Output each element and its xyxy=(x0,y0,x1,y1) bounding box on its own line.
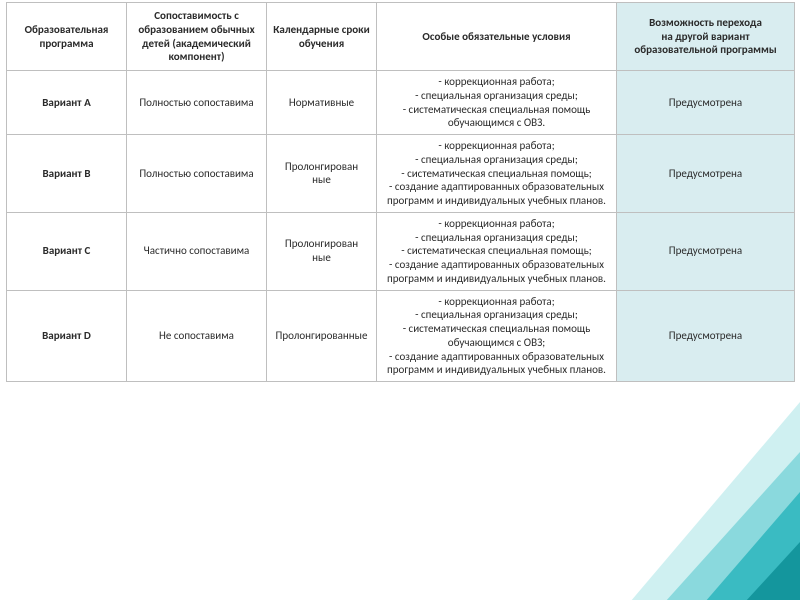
cell-terms: Пролонгированные xyxy=(267,212,377,290)
cell-compat: Частично сопоставима xyxy=(127,212,267,290)
cell-terms: Пролонгированные xyxy=(267,135,377,213)
cell-compat: Полностью сопоставима xyxy=(127,135,267,213)
triangle-3 xyxy=(705,492,800,600)
table-row: Вариант DНе сопоставимаПролонгированные-… xyxy=(7,290,795,382)
cell-terms: Нормативные xyxy=(267,71,377,135)
cell-transfer: Предусмотрена xyxy=(617,135,795,213)
hdr-program: Образовательная программа xyxy=(7,3,127,71)
cell-transfer: Предусмотрена xyxy=(617,290,795,382)
table-header-row: Образовательная программа Сопоставимость… xyxy=(7,3,795,71)
variants-table: Образовательная программа Сопоставимость… xyxy=(6,2,795,382)
triangle-2 xyxy=(665,452,800,600)
table-row: Вариант AПолностью сопоставимаНормативны… xyxy=(7,71,795,135)
cell-compat: Полностью сопоставима xyxy=(127,71,267,135)
hdr-transfer: Возможность переходана другой вариант об… xyxy=(617,3,795,71)
cell-conditions: - коррекционная работа;- специальная орг… xyxy=(377,71,617,135)
cell-program: Вариант B xyxy=(7,135,127,213)
cell-compat: Не сопоставима xyxy=(127,290,267,382)
table-row: Вариант CЧастично сопоставимаПролонгиров… xyxy=(7,212,795,290)
cell-program: Вариант C xyxy=(7,212,127,290)
hdr-terms: Календарные срокиобучения xyxy=(267,3,377,71)
cell-transfer: Предусмотрена xyxy=(617,71,795,135)
cell-program: Вариант D xyxy=(7,290,127,382)
table-body: Вариант AПолностью сопоставимаНормативны… xyxy=(7,71,795,382)
cell-program: Вариант A xyxy=(7,71,127,135)
cell-conditions: - коррекционная работа;- специальная орг… xyxy=(377,135,617,213)
hdr-conditions: Особые обязательные условия xyxy=(377,3,617,71)
table-row: Вариант BПолностью сопоставимаПролонгиро… xyxy=(7,135,795,213)
triangle-4 xyxy=(745,542,800,600)
cell-terms: Пролонгированные xyxy=(267,290,377,382)
cell-conditions: - коррекционная работа;- специальная орг… xyxy=(377,212,617,290)
cell-conditions: - коррекционная работа;- специальная орг… xyxy=(377,290,617,382)
cell-transfer: Предусмотрена xyxy=(617,212,795,290)
hdr-compat: Сопоставимость с образованием обычных де… xyxy=(127,3,267,71)
decorative-triangles xyxy=(540,372,800,600)
triangle-1 xyxy=(630,402,800,600)
